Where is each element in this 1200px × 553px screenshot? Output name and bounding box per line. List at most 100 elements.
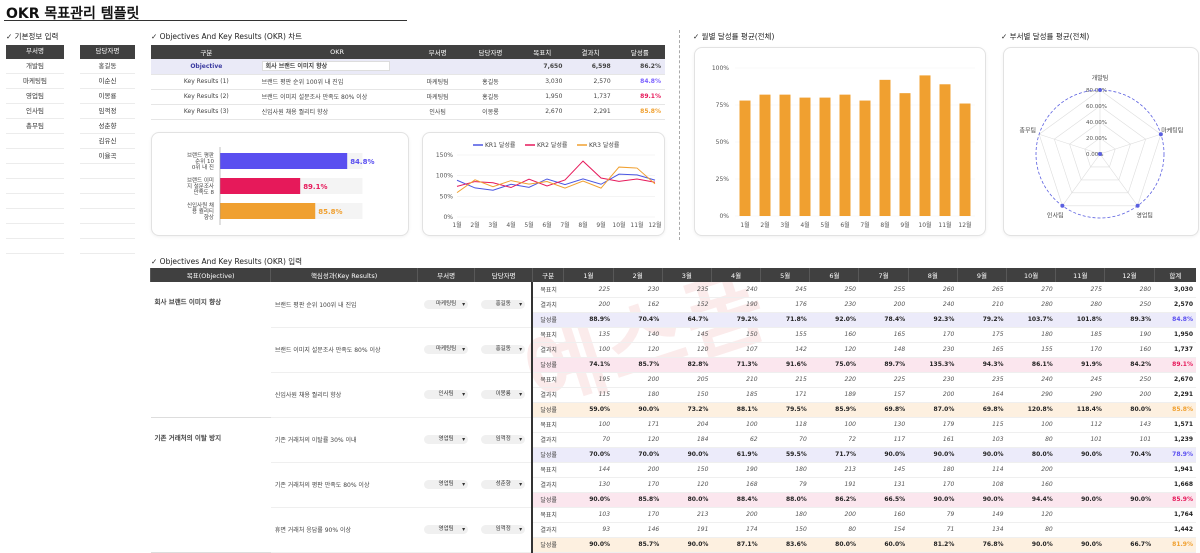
month-cell[interactable]: 200 (1104, 387, 1155, 403)
owner-item[interactable]: 이몽룡 (80, 89, 135, 104)
month-cell[interactable]: 170 (613, 507, 663, 523)
month-cell[interactable]: 100 (563, 342, 614, 358)
owner-item-empty[interactable] (80, 209, 135, 224)
month-cell[interactable]: 165 (957, 342, 1007, 358)
owner-dropdown[interactable]: 임꺽정 (481, 435, 526, 444)
dept-item-empty[interactable] (6, 239, 64, 254)
month-cell[interactable]: 250 (1104, 372, 1155, 388)
key-result-cell[interactable]: 브랜드 평판 순위 100위 내 진입 (270, 282, 418, 328)
owner-item[interactable]: 홍길동 (80, 59, 135, 74)
month-cell[interactable]: 204 (662, 417, 712, 433)
month-cell[interactable]: 120 (662, 342, 712, 358)
objective-select[interactable]: 회사 브랜드 이미지 향상▾ (261, 59, 413, 75)
owner-dropdown[interactable]: 홍길동 (481, 345, 526, 354)
month-cell[interactable]: 112 (1055, 417, 1105, 433)
month-cell[interactable] (1104, 507, 1155, 523)
month-cell[interactable]: 120 (1006, 507, 1056, 523)
month-cell[interactable]: 135 (563, 327, 614, 343)
total-cell[interactable]: 1,737 (1154, 342, 1196, 358)
month-cell[interactable]: 118 (760, 417, 810, 433)
month-cell[interactable]: 195 (563, 372, 614, 388)
month-cell[interactable]: 200 (858, 297, 909, 313)
month-cell[interactable]: 180 (613, 387, 663, 403)
total-cell[interactable]: 2,670 (1154, 372, 1196, 388)
objective-cell[interactable]: 기존 거래처의 이탈 방지 (150, 417, 271, 553)
month-cell[interactable]: 101 (1104, 432, 1155, 448)
total-cell[interactable]: 2,570 (1154, 297, 1196, 313)
month-cell[interactable]: 179 (908, 417, 958, 433)
month-cell[interactable]: 80 (809, 522, 859, 538)
month-cell[interactable]: 240 (711, 282, 761, 298)
month-cell[interactable]: 235 (957, 372, 1007, 388)
total-cell[interactable]: 2,291 (1154, 387, 1196, 403)
month-cell[interactable]: 170 (908, 327, 958, 343)
month-cell[interactable]: 230 (908, 342, 958, 358)
dept-item[interactable]: 개발팀 (6, 59, 64, 74)
total-cell[interactable]: 1,442 (1154, 522, 1196, 538)
month-cell[interactable]: 160 (1006, 477, 1056, 493)
month-cell[interactable]: 157 (858, 387, 909, 403)
month-cell[interactable]: 230 (613, 282, 663, 298)
total-cell[interactable]: 1,950 (1154, 327, 1196, 343)
month-cell[interactable] (1055, 522, 1105, 538)
month-cell[interactable]: 79 (760, 477, 810, 493)
owner-item-empty[interactable] (80, 224, 135, 239)
owner-item[interactable]: 성춘향 (80, 119, 135, 134)
month-cell[interactable]: 152 (662, 297, 712, 313)
objective-select-value[interactable]: 회사 브랜드 이미지 향상 (261, 61, 390, 72)
owner-item[interactable]: 이순신 (80, 74, 135, 89)
month-cell[interactable]: 70 (760, 432, 810, 448)
owner-dropdown[interactable]: 이몽룡 (481, 390, 526, 399)
month-cell[interactable]: 280 (1055, 297, 1105, 313)
month-cell[interactable]: 93 (563, 522, 614, 538)
month-cell[interactable]: 250 (809, 282, 859, 298)
month-cell[interactable]: 191 (809, 477, 859, 493)
key-result-cell[interactable]: 기존 거래처의 평판 만족도 80% 이상 (270, 462, 418, 508)
month-cell[interactable]: 120 (662, 477, 712, 493)
month-cell[interactable]: 180 (908, 462, 958, 478)
month-cell[interactable]: 103 (957, 432, 1007, 448)
dept-item[interactable]: 총무팀 (6, 119, 64, 134)
month-cell[interactable]: 148 (858, 342, 909, 358)
key-result-cell[interactable]: 휴면 거래처 응답률 90% 이상 (270, 507, 418, 553)
month-cell[interactable]: 115 (957, 417, 1007, 433)
month-cell[interactable]: 220 (809, 372, 859, 388)
dept-dropdown[interactable]: 영업팀 (424, 435, 469, 444)
month-cell[interactable]: 225 (858, 372, 909, 388)
month-cell[interactable]: 176 (760, 297, 810, 313)
month-cell[interactable]: 275 (1055, 282, 1105, 298)
month-cell[interactable]: 130 (858, 417, 909, 433)
month-cell[interactable]: 200 (613, 462, 663, 478)
month-cell[interactable]: 114 (957, 462, 1007, 478)
dept-dropdown[interactable]: 인사팀 (424, 390, 469, 399)
owner-item[interactable]: 이율곡 (80, 149, 135, 164)
objective-cell[interactable]: 회사 브랜드 이미지 향상 (150, 282, 271, 418)
month-cell[interactable]: 180 (760, 507, 810, 523)
month-cell[interactable]: 245 (1055, 372, 1105, 388)
month-cell[interactable]: 185 (711, 387, 761, 403)
month-cell[interactable]: 213 (809, 462, 859, 478)
month-cell[interactable]: 160 (809, 327, 859, 343)
month-cell[interactable]: 200 (563, 297, 614, 313)
month-cell[interactable]: 150 (711, 327, 761, 343)
month-cell[interactable]: 260 (908, 282, 958, 298)
owner-item[interactable]: 김유신 (80, 134, 135, 149)
month-cell[interactable]: 150 (662, 462, 712, 478)
month-cell[interactable]: 70 (563, 432, 614, 448)
month-cell[interactable] (1055, 462, 1105, 478)
month-cell[interactable]: 144 (563, 462, 614, 478)
total-cell[interactable]: 3,030 (1154, 282, 1196, 298)
owner-dropdown[interactable]: 홍길동 (481, 299, 526, 309)
month-cell[interactable]: 171 (613, 417, 663, 433)
month-cell[interactable]: 190 (711, 462, 761, 478)
month-cell[interactable]: 170 (1055, 342, 1105, 358)
month-cell[interactable]: 290 (1055, 387, 1105, 403)
month-cell[interactable]: 72 (809, 432, 859, 448)
month-cell[interactable]: 170 (613, 477, 663, 493)
month-cell[interactable]: 120 (613, 432, 663, 448)
owner-dropdown[interactable]: 성춘향 (481, 480, 526, 489)
month-cell[interactable]: 240 (908, 297, 958, 313)
month-cell[interactable]: 142 (760, 342, 810, 358)
month-cell[interactable]: 240 (1006, 372, 1056, 388)
month-cell[interactable]: 100 (711, 417, 761, 433)
